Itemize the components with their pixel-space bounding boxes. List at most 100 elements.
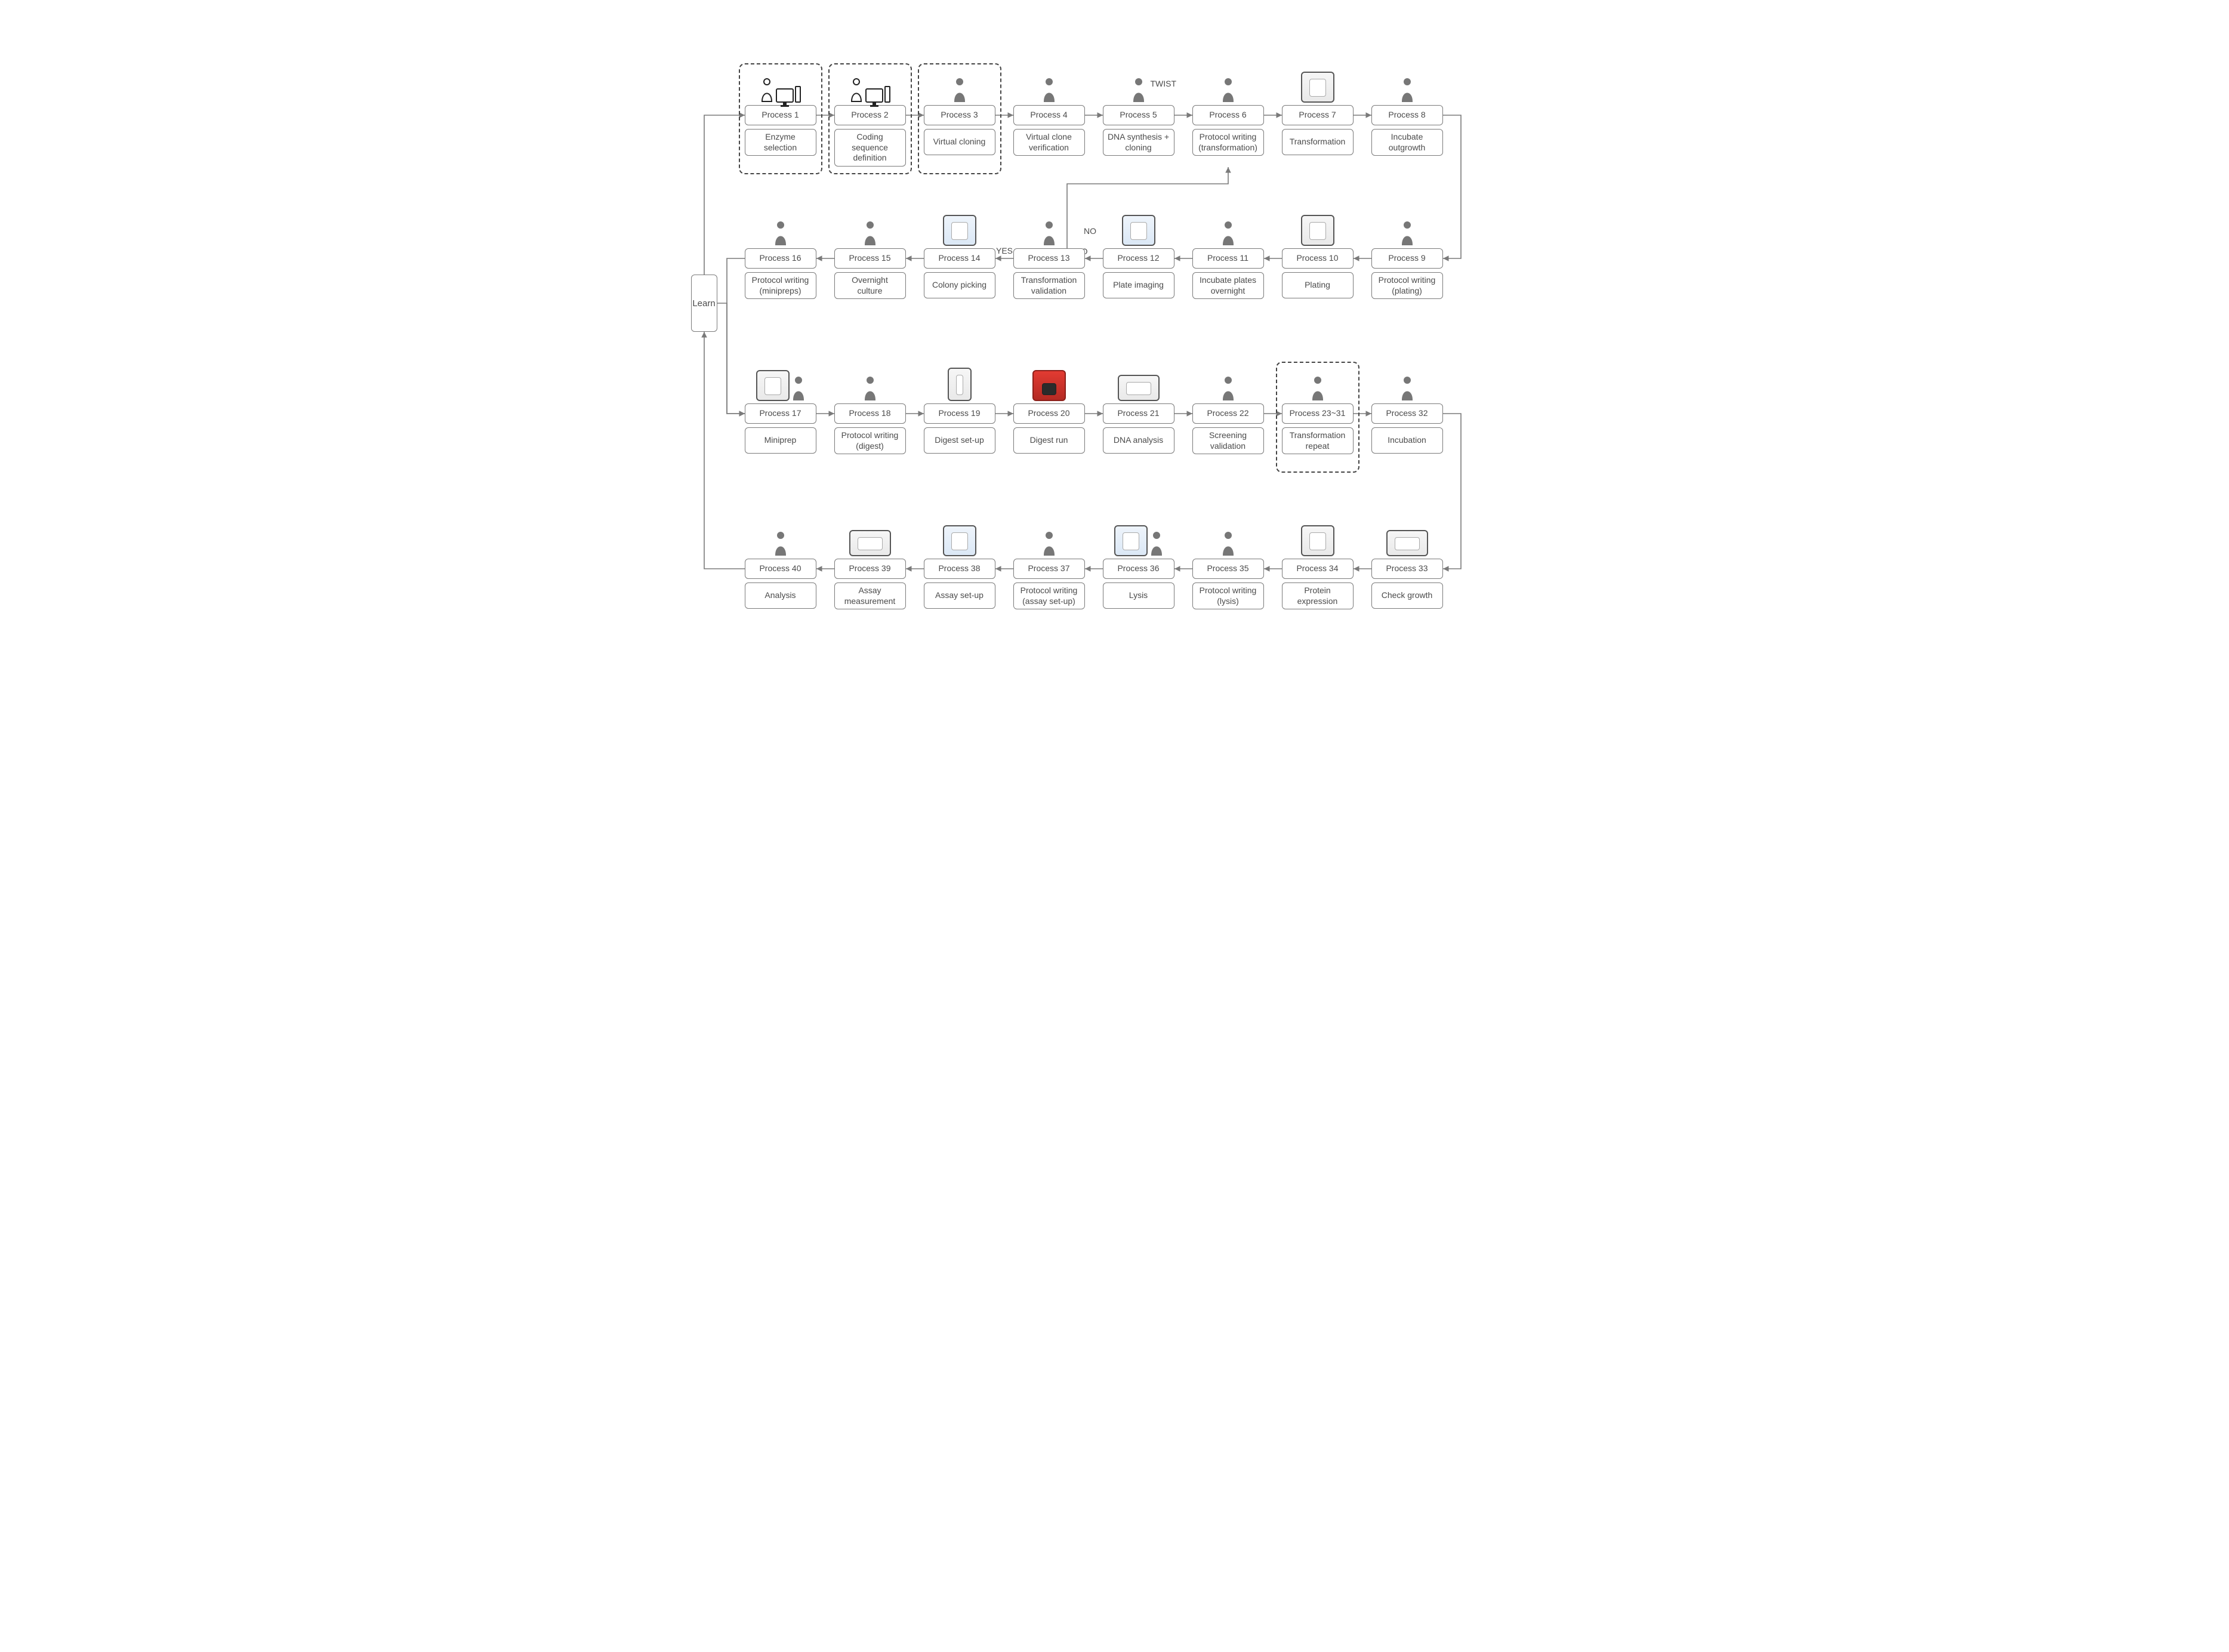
dashed-group: [1276, 362, 1359, 473]
svg-text:YES: YES: [995, 246, 1012, 255]
svg-text:NO: NO: [1084, 226, 1096, 236]
node-extra-label: TWIST: [1151, 79, 1177, 88]
icon-area: [1118, 364, 1160, 401]
process-title: Process 39: [834, 559, 906, 579]
icon-area: [1114, 519, 1163, 556]
process-title: Process 32: [1371, 403, 1443, 424]
process-desc: DNA synthesis + cloning: [1103, 129, 1174, 156]
machine-icon: [1301, 72, 1334, 103]
process-title: Process 13: [1013, 248, 1085, 269]
icon-area: [864, 209, 877, 246]
process-title: Process 7: [1282, 105, 1354, 125]
process-node: Process 6Protocol writing (transformatio…: [1192, 66, 1264, 156]
process-title: Process 14: [924, 248, 995, 269]
icon-area: [948, 364, 972, 401]
icon-area: [774, 209, 787, 246]
process-node: Process 19 Digest set-up: [924, 364, 995, 454]
machine-icon: [1114, 525, 1148, 556]
process-node: Process 14 Colony picking: [924, 209, 995, 298]
person-icon: [1150, 531, 1163, 556]
process-title: Process 8: [1371, 105, 1443, 125]
process-node: TWISTProcess 5DNA synthesis + cloning: [1103, 66, 1174, 156]
process-desc: Digest run: [1013, 427, 1085, 454]
process-title: Process 10: [1282, 248, 1354, 269]
process-title: Process 35: [1192, 559, 1264, 579]
process-desc: Protocol writing (lysis): [1192, 582, 1264, 609]
process-desc: Incubate outgrowth: [1371, 129, 1443, 156]
person-icon: [1132, 78, 1145, 103]
icon-area: [1222, 364, 1235, 401]
machine-icon: [756, 370, 790, 401]
icon-area: [864, 364, 877, 401]
icon-area: [774, 519, 787, 556]
process-desc: Analysis: [745, 582, 816, 609]
process-node: Process 32Incubation: [1371, 364, 1443, 454]
process-desc: Miniprep: [745, 427, 816, 454]
icon-area: [1386, 519, 1428, 556]
person-icon: [792, 376, 805, 401]
machine-icon: [849, 530, 891, 556]
icon-area: [1032, 364, 1066, 401]
person-icon: [1222, 531, 1235, 556]
process-node: Process 35 Protocol writing (lysis): [1192, 519, 1264, 609]
process-title: Process 21: [1103, 403, 1174, 424]
process-title: Process 40: [745, 559, 816, 579]
person-icon: [1222, 376, 1235, 401]
person-icon: [864, 221, 877, 246]
process-desc: Colony picking: [924, 272, 995, 298]
icon-area: [1301, 519, 1334, 556]
process-desc: DNA analysis: [1103, 427, 1174, 454]
process-title: Process 20: [1013, 403, 1085, 424]
process-desc: Protocol writing (minipreps): [745, 272, 816, 299]
icon-area: [1043, 209, 1056, 246]
process-desc: Protocol writing (plating): [1371, 272, 1443, 299]
process-node: Process 18Protocol writing (digest): [834, 364, 906, 454]
process-node: Process 4Virtual clone verification: [1013, 66, 1085, 156]
person-icon: [1222, 78, 1235, 103]
icon-area: [756, 364, 805, 401]
dashed-group: [828, 63, 912, 174]
machine-icon: [1118, 375, 1160, 401]
machine-icon: [948, 368, 972, 401]
icon-area: [1122, 209, 1155, 246]
process-desc: Plating: [1282, 272, 1354, 298]
process-desc: Plate imaging: [1103, 272, 1174, 298]
process-node: Process 33Check growth: [1371, 519, 1443, 609]
person-icon: [774, 531, 787, 556]
process-desc: Assay measurement: [834, 582, 906, 609]
icon-area: [1401, 66, 1414, 103]
machine-icon: [1386, 530, 1428, 556]
process-desc: Protocol writing (transformation): [1192, 129, 1264, 156]
process-node: Process 13Transformation validation: [1013, 209, 1085, 299]
icon-area: [1401, 364, 1414, 401]
person-icon: [1222, 221, 1235, 246]
process-desc: Digest set-up: [924, 427, 995, 454]
person-icon: [1401, 376, 1414, 401]
process-title: Process 19: [924, 403, 995, 424]
process-title: Process 22: [1192, 403, 1264, 424]
process-title: Process 38: [924, 559, 995, 579]
process-node: Process 39 Assay measurement: [834, 519, 906, 609]
process-title: Process 9: [1371, 248, 1443, 269]
process-desc: Check growth: [1371, 582, 1443, 609]
person-icon: [1043, 78, 1056, 103]
process-node: Process 15Overnight culture: [834, 209, 906, 299]
machine-icon: [1301, 525, 1334, 556]
process-node: Process 11Incubate plates overnight: [1192, 209, 1264, 299]
icon-area: [943, 519, 976, 556]
icon-area: [1222, 519, 1235, 556]
process-title: Process 37: [1013, 559, 1085, 579]
icon-area: [1222, 66, 1235, 103]
machine-icon: [943, 525, 976, 556]
process-desc: Incubate plates overnight: [1192, 272, 1264, 299]
machine-icon: [1032, 370, 1066, 401]
process-desc: Virtual clone verification: [1013, 129, 1085, 156]
process-node: Process 22Screening validation: [1192, 364, 1264, 454]
process-node: Process 36Lysis: [1103, 519, 1174, 609]
process-title: Process 12: [1103, 248, 1174, 269]
process-node: Process 16Protocol writing (minipreps): [745, 209, 816, 299]
machine-icon: [1301, 215, 1334, 246]
process-desc: Protocol writing (digest): [834, 427, 906, 454]
process-desc: Protein expression: [1282, 582, 1354, 609]
dashed-group: [918, 63, 1001, 174]
